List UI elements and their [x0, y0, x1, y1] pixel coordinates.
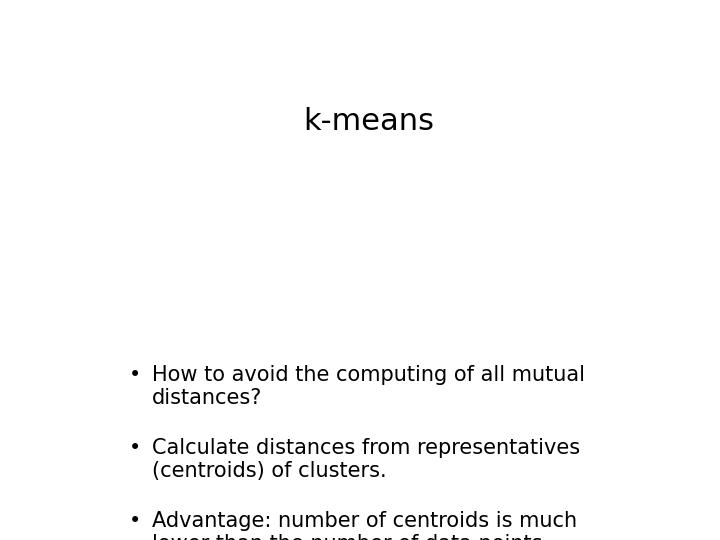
Text: How to avoid the computing of all mutual: How to avoid the computing of all mutual [152, 365, 585, 385]
Text: Advantage: number of centroids is much: Advantage: number of centroids is much [152, 511, 577, 531]
Text: distances?: distances? [152, 388, 262, 408]
Text: •: • [129, 438, 141, 458]
Text: •: • [129, 511, 141, 531]
Text: lower than the number of data points.: lower than the number of data points. [152, 535, 549, 540]
Text: k-means: k-means [304, 107, 434, 136]
Text: Calculate distances from representatives: Calculate distances from representatives [152, 438, 580, 458]
Text: •: • [129, 365, 141, 385]
Text: (centroids) of clusters.: (centroids) of clusters. [152, 461, 387, 481]
